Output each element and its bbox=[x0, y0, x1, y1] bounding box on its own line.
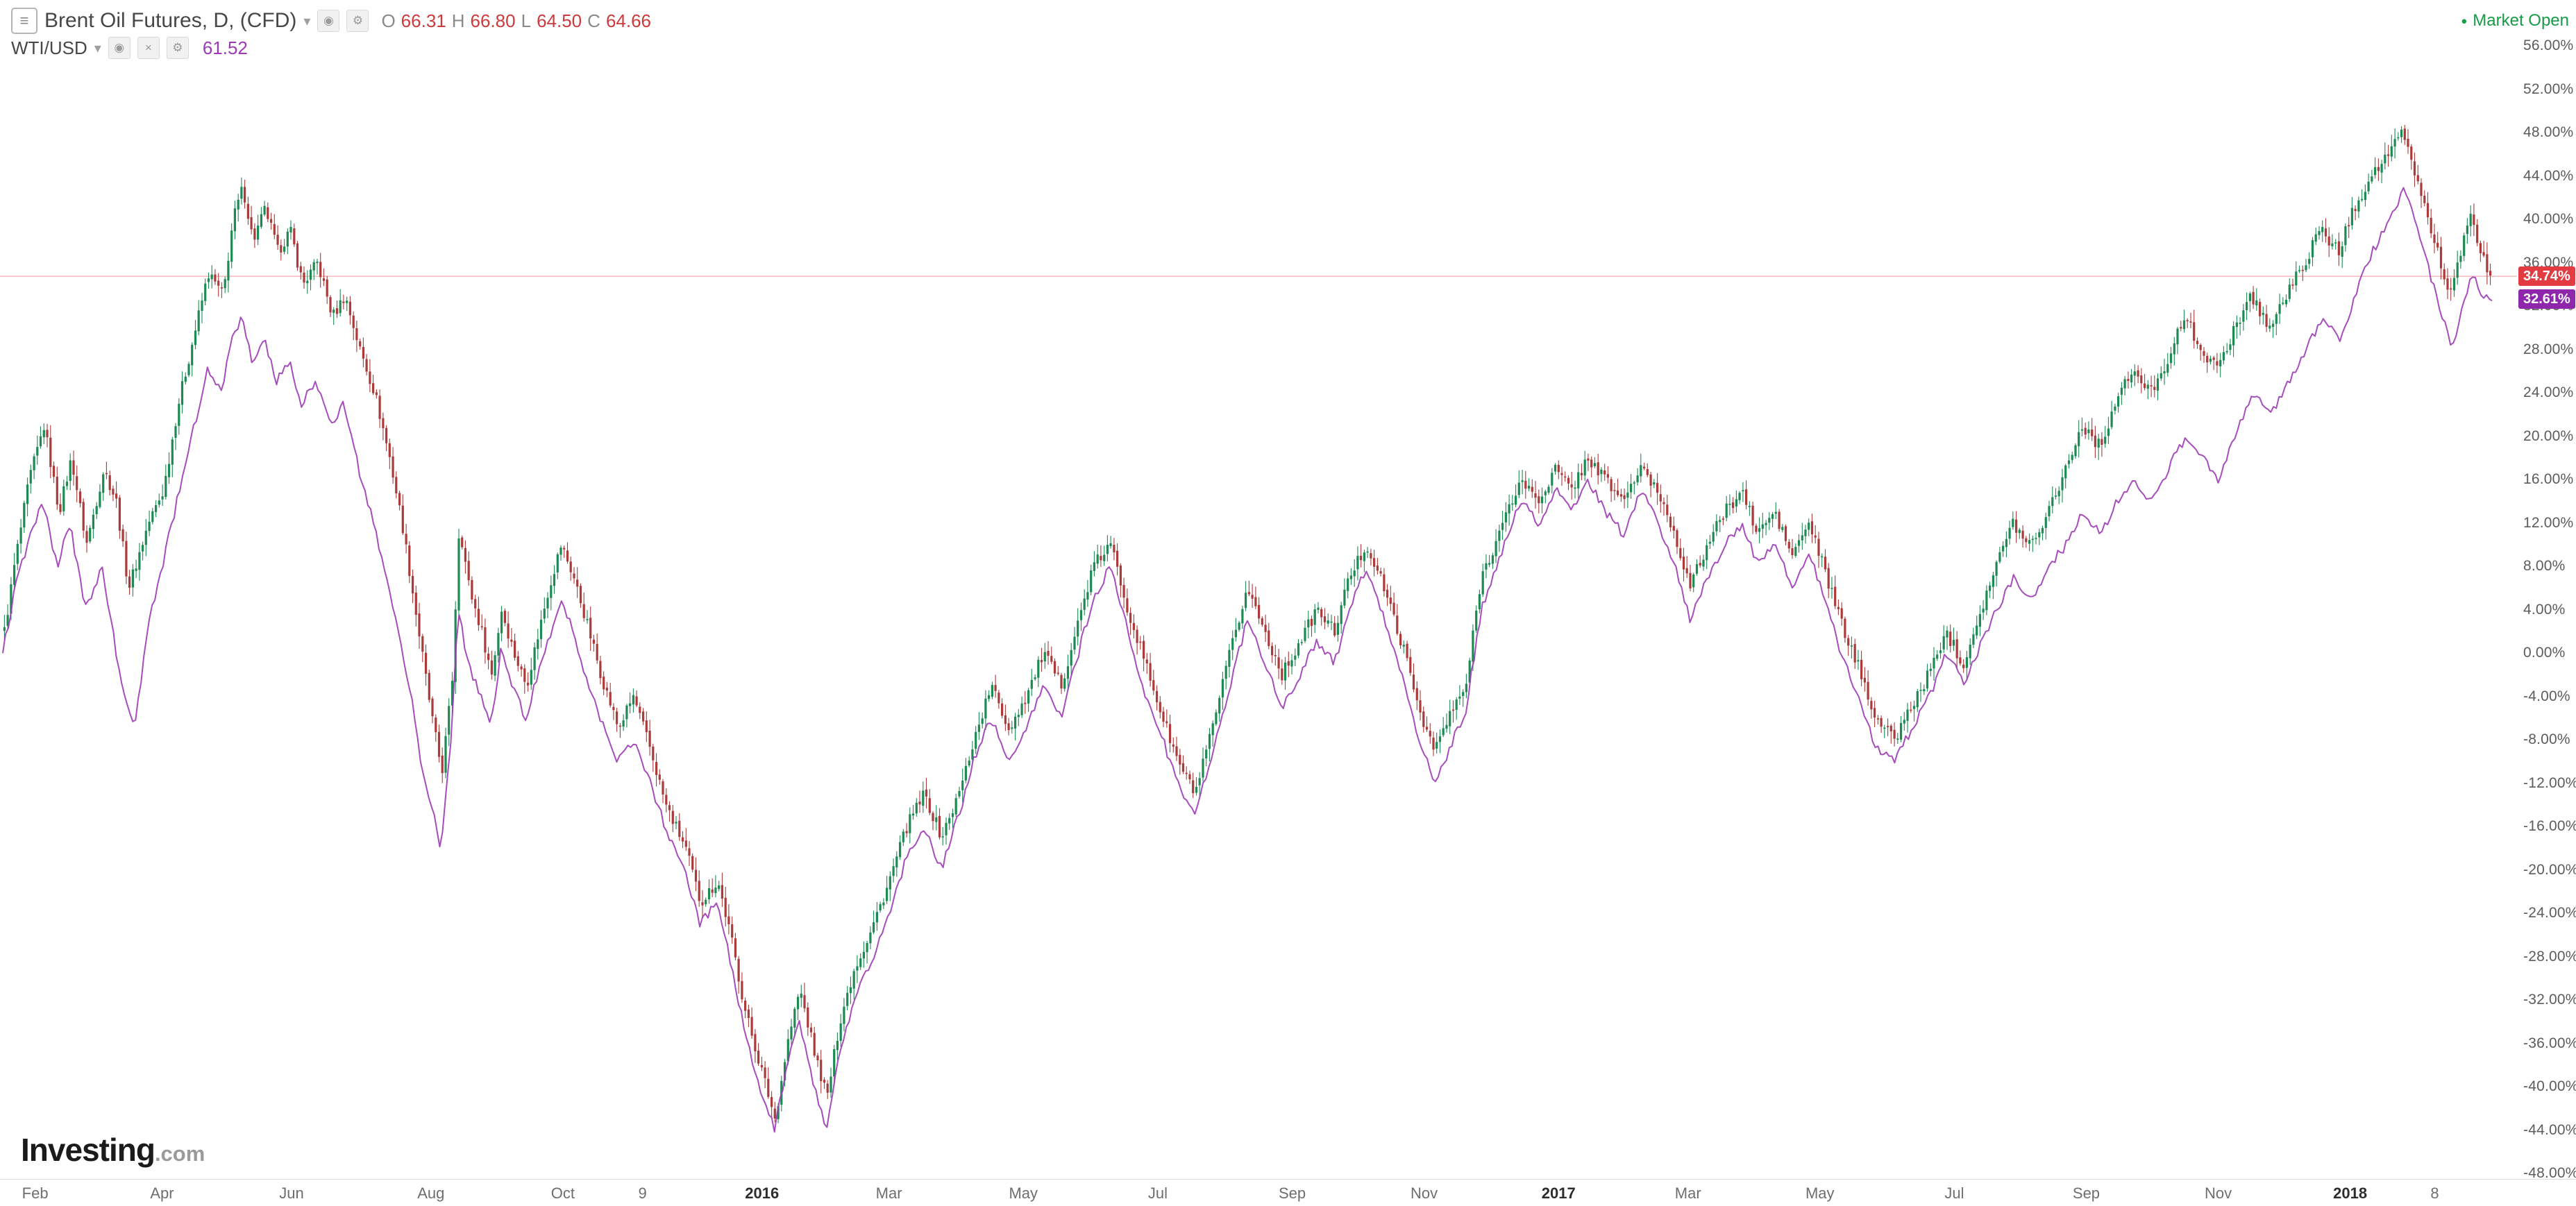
x-axis-label: Jul bbox=[1147, 1184, 1168, 1202]
y-axis-tick: -44.00% bbox=[2523, 1121, 2576, 1138]
close-glyph: × bbox=[144, 41, 152, 54]
high-label: H bbox=[451, 10, 465, 31]
x-axis-label: 2017 bbox=[1541, 1184, 1576, 1202]
x-axis-label: Aug bbox=[417, 1184, 445, 1202]
candle-wicks-up bbox=[3, 126, 2471, 1123]
y-axis-tick: 52.00% bbox=[2523, 80, 2574, 97]
x-axis-label: Nov bbox=[2204, 1184, 2232, 1202]
x-axis-label: Jun bbox=[279, 1184, 304, 1202]
last-price-badge: 34.74% bbox=[2518, 266, 2575, 287]
y-axis-tick: -36.00% bbox=[2523, 1035, 2576, 1051]
chart-legend: ≡ Brent Oil Futures, D, (CFD) ▾ ◉ ⚙ O 66… bbox=[11, 7, 651, 60]
x-axis-label: Oct bbox=[550, 1184, 575, 1202]
y-axis-tick: 0.00% bbox=[2523, 645, 2566, 661]
y-axis-tick: -4.00% bbox=[2523, 688, 2570, 704]
settings-icon[interactable]: ⚙ bbox=[346, 10, 369, 32]
last-price-badge: 32.61% bbox=[2518, 289, 2575, 309]
logo-main-text: Investing bbox=[21, 1132, 155, 1168]
y-axis-tick: 28.00% bbox=[2523, 341, 2574, 357]
y-axis-tick: -12.00% bbox=[2523, 774, 2576, 791]
x-axis-label: 8 bbox=[2430, 1184, 2439, 1202]
y-axis-tick: 12.00% bbox=[2523, 514, 2574, 531]
eye-icon[interactable]: ◉ bbox=[317, 10, 340, 32]
x-axis-label: Mar bbox=[1674, 1184, 1701, 1202]
y-axis-tick: 40.00% bbox=[2523, 211, 2574, 227]
y-axis-tick: -16.00% bbox=[2523, 818, 2576, 834]
y-axis-tick: -48.00% bbox=[2523, 1165, 2576, 1181]
main-symbol-row: ≡ Brent Oil Futures, D, (CFD) ▾ ◉ ⚙ O 66… bbox=[11, 7, 651, 35]
low-value: 64.50 bbox=[537, 10, 582, 31]
x-axis-label: 2016 bbox=[745, 1184, 780, 1202]
y-axis-tick: 36.00% bbox=[2523, 254, 2574, 271]
y-axis-tick: 44.00% bbox=[2523, 167, 2574, 184]
eye-icon[interactable]: ◉ bbox=[108, 37, 131, 59]
candle-bodies-up bbox=[3, 129, 2472, 1119]
compare-symbol-row: WTI/USD ▾ ◉ × ⚙ 61.52 bbox=[11, 36, 651, 60]
eye-glyph: ◉ bbox=[323, 14, 334, 27]
investing-logo: Investing .com bbox=[21, 1131, 205, 1169]
x-axis-label: May bbox=[1805, 1184, 1835, 1202]
y-axis[interactable]: 56.00%52.00%48.00%44.00%40.00%36.00%32.0… bbox=[2518, 0, 2576, 1181]
wti-line[interactable] bbox=[2, 187, 2493, 1133]
y-axis-tick: -8.00% bbox=[2523, 731, 2570, 747]
eye-glyph: ◉ bbox=[114, 41, 125, 54]
y-axis-tick: 20.00% bbox=[2523, 427, 2574, 444]
x-axis-label: Mar bbox=[875, 1184, 902, 1202]
x-axis-label: Apr bbox=[150, 1184, 174, 1202]
close-icon[interactable]: × bbox=[137, 37, 160, 59]
y-axis-tick: 4.00% bbox=[2523, 601, 2566, 618]
y-axis-tick: 8.00% bbox=[2523, 558, 2566, 574]
market-status: ● Market Open bbox=[2461, 11, 2569, 31]
y-axis-tick: -32.00% bbox=[2523, 992, 2576, 1008]
y-axis-tick: 24.00% bbox=[2523, 384, 2574, 400]
x-axis-label: Nov bbox=[1411, 1184, 1438, 1202]
compare-symbol-title: WTI/USD bbox=[11, 37, 87, 58]
x-axis-label: Jul bbox=[1944, 1184, 1964, 1202]
settings-icon[interactable]: ⚙ bbox=[166, 37, 189, 59]
settings-glyph: ⚙ bbox=[172, 41, 183, 54]
close-label: C bbox=[587, 10, 600, 31]
y-axis-tick: -20.00% bbox=[2523, 861, 2576, 878]
brent-candles[interactable] bbox=[3, 124, 2492, 1123]
settings-glyph: ⚙ bbox=[352, 14, 364, 27]
y-axis-tick: 56.00% bbox=[2523, 37, 2574, 53]
y-axis-tick: 48.00% bbox=[2523, 124, 2574, 140]
symbol-menu-icon[interactable]: ≡ bbox=[11, 8, 37, 34]
y-axis-tick: 16.00% bbox=[2523, 471, 2574, 487]
low-label: L bbox=[521, 10, 532, 31]
y-axis-tick: -28.00% bbox=[2523, 948, 2576, 965]
chevron-down-icon[interactable]: ▾ bbox=[94, 40, 101, 56]
x-axis-label: 9 bbox=[638, 1184, 647, 1202]
logo-tld-text: .com bbox=[154, 1141, 205, 1166]
compare-value: 61.52 bbox=[202, 37, 248, 58]
ohlc-readout: O 66.31 H 66.80 L 64.50 C 64.66 bbox=[381, 10, 651, 32]
close-value: 64.66 bbox=[605, 10, 652, 31]
chevron-down-icon[interactable]: ▾ bbox=[303, 13, 311, 29]
x-axis-label: Feb bbox=[22, 1184, 49, 1202]
x-axis-label: May bbox=[1009, 1184, 1038, 1202]
x-axis[interactable]: Feb Apr Jun Aug Oct 9 2016 Mar May Jul Sep Nov 2017 M… bbox=[0, 1179, 2576, 1206]
menu-glyph: ≡ bbox=[19, 12, 29, 29]
market-open-dot-icon: ● bbox=[2461, 15, 2468, 27]
candle-wicks-down bbox=[47, 124, 2491, 1123]
y-axis-tick: -24.00% bbox=[2523, 905, 2576, 921]
symbol-title: Brent Oil Futures, D, (CFD) bbox=[44, 9, 297, 32]
x-axis-label: Sep bbox=[1278, 1184, 1306, 1202]
x-axis-label: Sep bbox=[2072, 1184, 2101, 1202]
y-axis-tick: -40.00% bbox=[2523, 1078, 2576, 1094]
open-label: O bbox=[381, 10, 396, 31]
open-value: 66.31 bbox=[401, 10, 446, 31]
high-value: 66.80 bbox=[470, 10, 516, 31]
x-axis-label: 2018 bbox=[2333, 1184, 2368, 1202]
market-status-label: Market Open bbox=[2473, 11, 2569, 30]
